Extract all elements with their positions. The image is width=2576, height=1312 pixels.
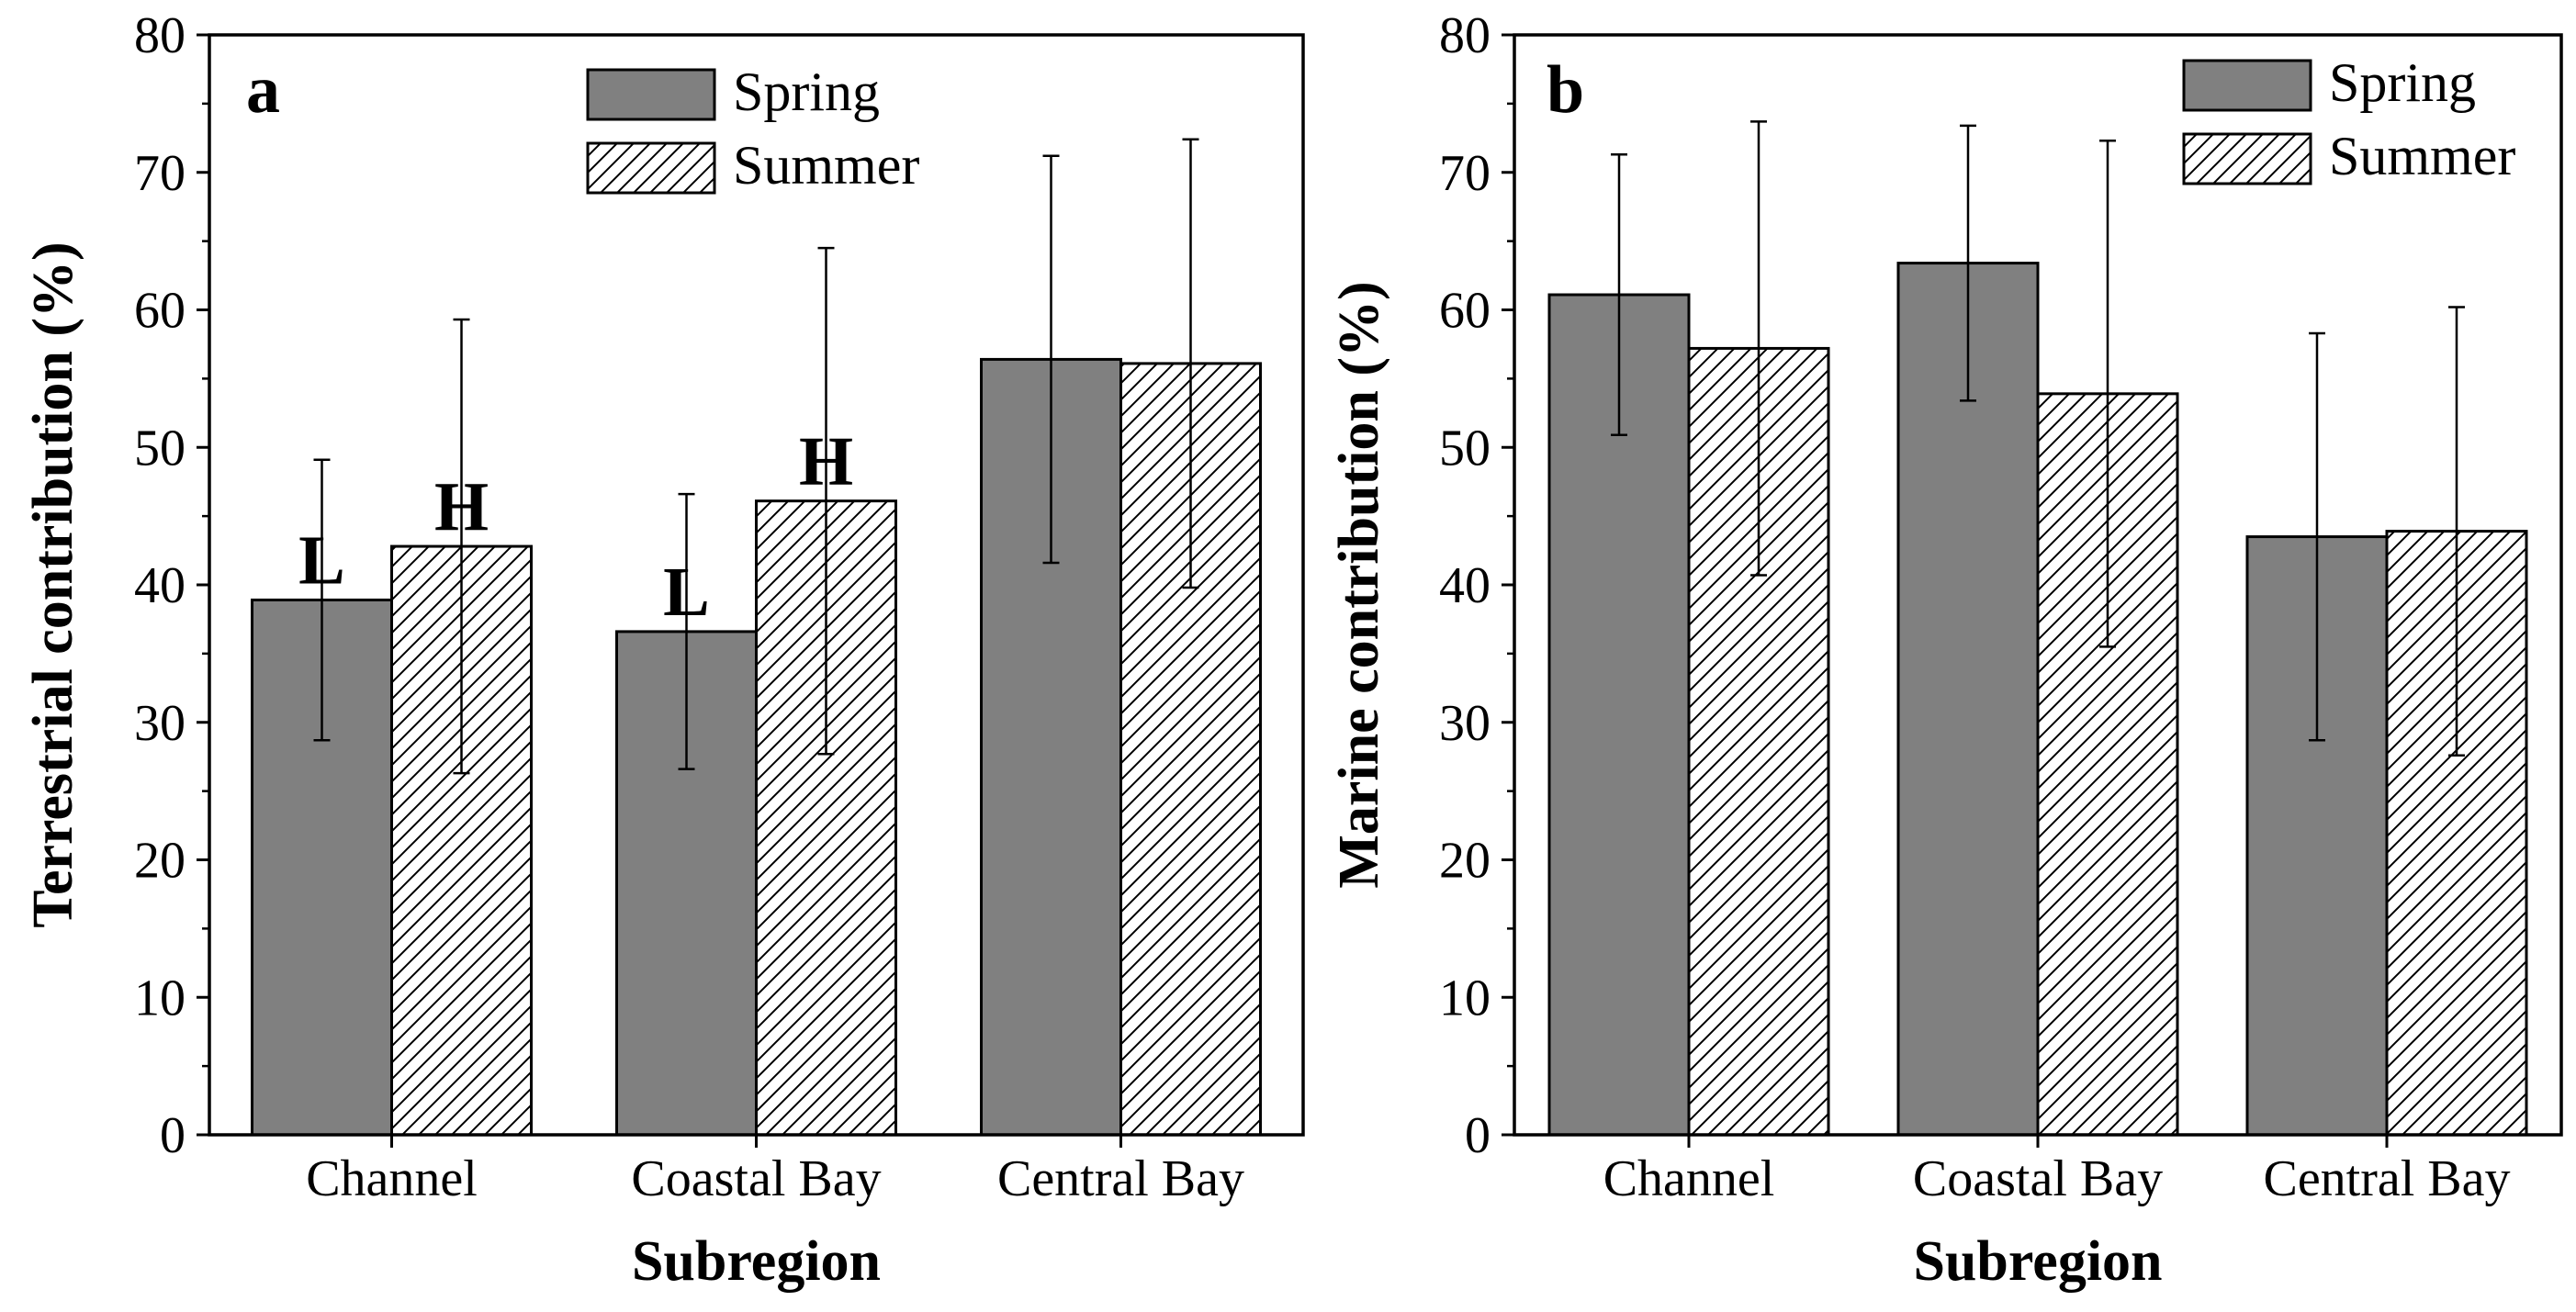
legend-label-summer: Summer (733, 135, 919, 196)
bar-spring-coastal-bay (1896, 262, 2040, 1137)
x-tick-label: Coastal Bay (631, 1150, 881, 1207)
x-tick-label: Central Bay (997, 1150, 1244, 1207)
y-tick-label: 80 (1439, 7, 1490, 64)
panel-label: a (246, 52, 280, 128)
y-tick-label: 10 (1439, 970, 1490, 1026)
annotation-l: L (298, 521, 345, 599)
x-axis-label: Subregion (632, 1230, 881, 1293)
legend-label-summer: Summer (2329, 126, 2515, 186)
error-bar-spring-channel (1611, 153, 1627, 437)
error-bar-summer-coastal-bay (817, 246, 835, 756)
legend: Spring Summer (2182, 52, 2515, 186)
y-tick-label: 70 (1439, 145, 1490, 202)
error-bar-spring-channel (313, 458, 331, 742)
error-bar-spring-central-bay (2309, 331, 2325, 742)
legend-swatch-spring (2182, 59, 2312, 112)
y-tick-label: 80 (134, 7, 186, 64)
y-tick-label: 60 (1439, 283, 1490, 340)
plot-frame (208, 33, 1305, 1137)
error-bar-summer-channel (453, 318, 470, 775)
plot-frame (1513, 33, 2563, 1137)
chart-panel-a: Channel Coastal Bay Central Bay L H L H 0 10 20 30… (22, 7, 1305, 1293)
x-tick-label: Channel (1603, 1150, 1775, 1207)
x-axis-label: Subregion (1913, 1230, 2162, 1293)
legend-label-spring: Spring (2329, 52, 2476, 113)
y-tick-label: 40 (1439, 557, 1490, 614)
panel-label: b (1547, 52, 1584, 128)
annotation-h: H (799, 423, 853, 500)
y-tick-label: 30 (1439, 695, 1490, 752)
error-bar-summer-channel (1750, 120, 1767, 577)
legend-swatch-summer (2182, 132, 2312, 185)
legend-swatch-spring (586, 68, 716, 121)
error-bar-spring-coastal-bay (1960, 124, 1976, 402)
y-tick-label: 10 (134, 970, 186, 1026)
annotation-l: L (663, 554, 710, 631)
error-bar-spring-coastal-bay (678, 492, 695, 770)
y-tick-label: 50 (134, 420, 186, 477)
legend: Spring Summer (586, 62, 919, 196)
y-tick-label: 40 (134, 557, 186, 614)
y-axis-label: Terrestrial contribution (%) (22, 241, 84, 927)
x-tick-label: Central Bay (2263, 1150, 2510, 1207)
y-tick-label: 50 (1439, 420, 1490, 477)
legend-label-spring: Spring (733, 62, 880, 122)
legend-swatch-summer (586, 141, 716, 195)
chart-panel-b: Channel Coastal Bay Central Bay 0 10 20 30 40 50… (1328, 7, 2563, 1293)
x-tick-label: Channel (306, 1150, 478, 1207)
y-tick-label: 20 (1439, 833, 1490, 890)
y-tick-label: 60 (134, 283, 186, 340)
y-tick-label: 20 (134, 833, 186, 890)
error-bar-summer-central-bay (2448, 306, 2465, 757)
error-bar-summer-coastal-bay (2099, 140, 2116, 648)
x-tick-label: Coastal Bay (1913, 1150, 2163, 1207)
error-bar-spring-central-bay (1042, 154, 1060, 565)
y-tick-label: 0 (1465, 1107, 1490, 1164)
y-tick-label: 0 (160, 1107, 186, 1164)
error-bar-summer-central-bay (1182, 138, 1199, 589)
y-tick-label: 30 (134, 695, 186, 752)
annotation-h: H (434, 468, 489, 545)
y-axis-label: Marine contribution (%) (1328, 281, 1390, 888)
y-tick-label: 70 (134, 145, 186, 202)
